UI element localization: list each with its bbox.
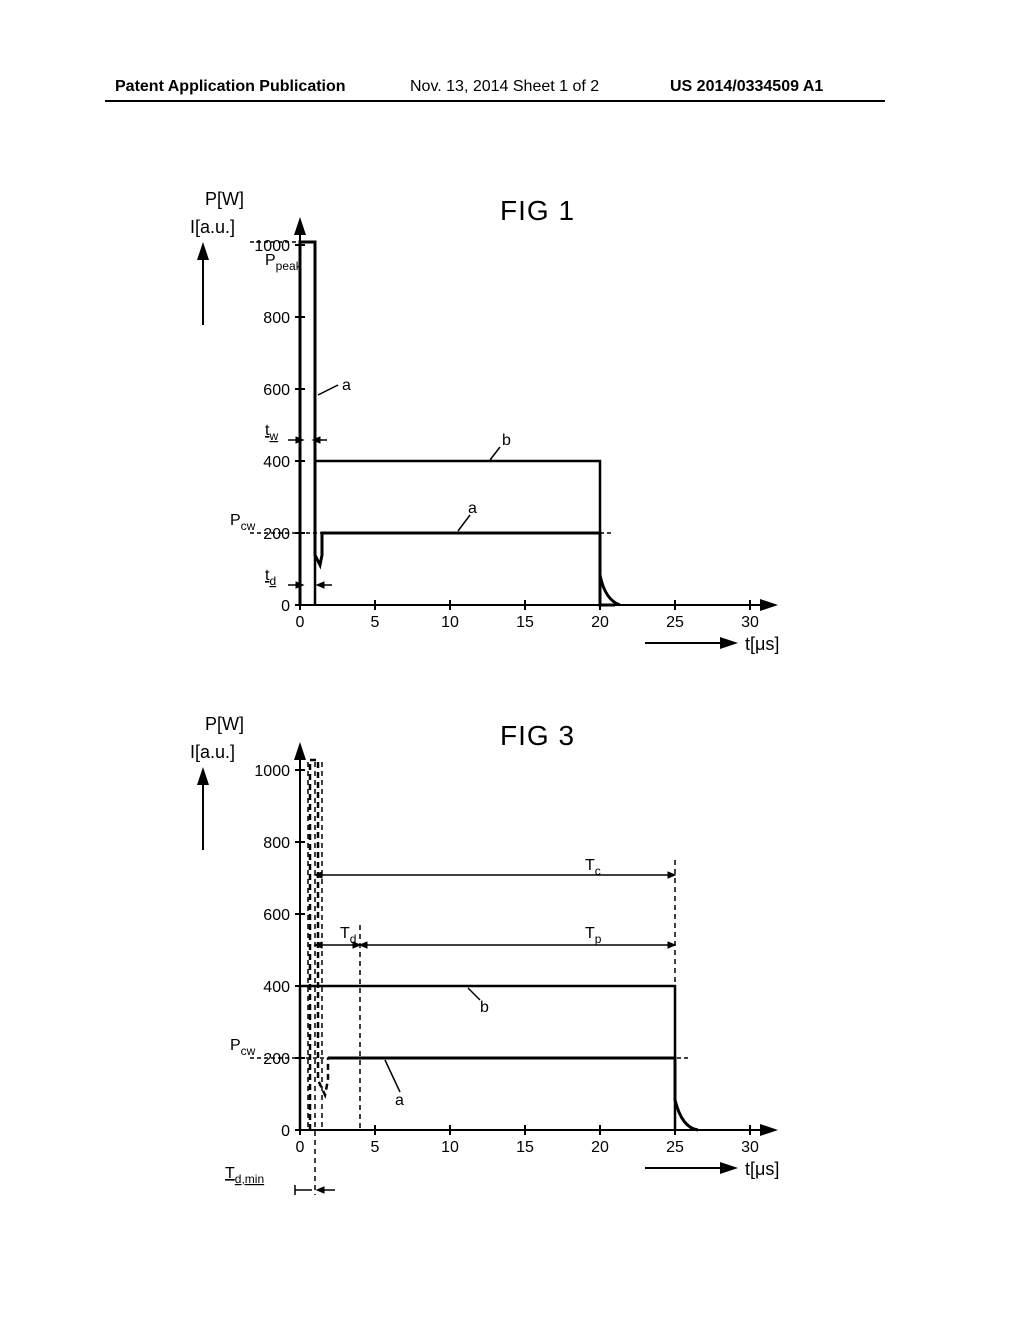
- svg-text:0: 0: [281, 1123, 290, 1140]
- svg-text:0: 0: [281, 598, 290, 615]
- svg-text:10: 10: [441, 1139, 459, 1156]
- svg-text:20: 20: [591, 1139, 609, 1156]
- y-ticks: 0 200 400 600 800 1000: [254, 763, 305, 1140]
- svg-text:25: 25: [666, 614, 684, 631]
- b-label: b: [502, 432, 511, 449]
- fig3-title: FIG 3: [500, 720, 575, 751]
- svg-text:200: 200: [263, 526, 290, 543]
- y-label-pw: P[W]: [205, 189, 244, 209]
- svg-text:30: 30: [741, 614, 759, 631]
- svg-text:800: 800: [263, 835, 290, 852]
- a-leader: [385, 1060, 400, 1092]
- svg-text:10: 10: [441, 614, 459, 631]
- svg-text:20: 20: [591, 614, 609, 631]
- curve-a: [300, 242, 615, 605]
- a-leader-1: [318, 385, 338, 395]
- x-label: t[μs]: [745, 634, 779, 654]
- fig1-title: FIG 1: [500, 195, 575, 226]
- svg-text:200: 200: [263, 1051, 290, 1068]
- a-label: a: [395, 1092, 404, 1109]
- svg-text:400: 400: [263, 454, 290, 471]
- svg-text:5: 5: [371, 614, 380, 631]
- header-divider: [105, 100, 885, 102]
- x-label: t[μs]: [745, 1159, 779, 1179]
- tp-label: Tp: [585, 925, 602, 946]
- svg-text:600: 600: [263, 907, 290, 924]
- svg-text:800: 800: [263, 310, 290, 327]
- b-label: b: [480, 999, 489, 1016]
- svg-text:5: 5: [371, 1139, 380, 1156]
- y-ticks: 0 200 400 600 800 1000: [254, 238, 305, 615]
- svg-text:15: 15: [516, 1139, 534, 1156]
- p-cw-label: Pcw: [230, 512, 256, 533]
- svg-text:30: 30: [741, 1139, 759, 1156]
- svg-text:25: 25: [666, 1139, 684, 1156]
- figure-3: 0 200 400 600 800 1000 0 5 10 15 20 25 3…: [170, 700, 820, 1210]
- svg-text:600: 600: [263, 382, 290, 399]
- svg-text:0: 0: [296, 614, 305, 631]
- b-leader: [490, 447, 500, 460]
- tw-label: tw: [265, 422, 278, 443]
- header-center: Nov. 13, 2014 Sheet 1 of 2: [410, 78, 599, 96]
- a-label-2: a: [468, 500, 477, 517]
- td-label: td: [265, 567, 276, 588]
- figure-1: 0 200 400 600 800 1000 0 5 10 15 20 25 3…: [170, 175, 820, 665]
- svg-text:400: 400: [263, 979, 290, 996]
- p-peak-label: Ppeak: [265, 252, 303, 273]
- y-label-iau: I[a.u.]: [190, 742, 235, 762]
- td-label: Td: [340, 925, 356, 946]
- curve-a-tail: [600, 533, 620, 605]
- svg-text:0: 0: [296, 1139, 305, 1156]
- b-leader: [468, 988, 480, 1000]
- a-label-1: a: [342, 377, 351, 394]
- header-left: Patent Application Publication: [115, 78, 346, 96]
- tdmin-label: Td,min: [225, 1165, 264, 1186]
- curve-a-cw: [328, 1058, 698, 1130]
- y-label-iau: I[a.u.]: [190, 217, 235, 237]
- svg-text:15: 15: [516, 614, 534, 631]
- svg-text:1000: 1000: [254, 763, 290, 780]
- a-leader-2: [458, 515, 470, 531]
- header-right: US 2014/0334509 A1: [670, 78, 823, 96]
- p-cw-label: Pcw: [230, 1037, 256, 1058]
- y-label-pw: P[W]: [205, 714, 244, 734]
